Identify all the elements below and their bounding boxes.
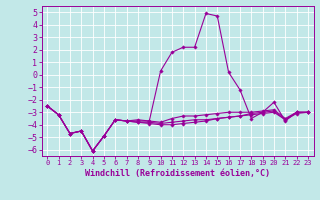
X-axis label: Windchill (Refroidissement éolien,°C): Windchill (Refroidissement éolien,°C) bbox=[85, 169, 270, 178]
